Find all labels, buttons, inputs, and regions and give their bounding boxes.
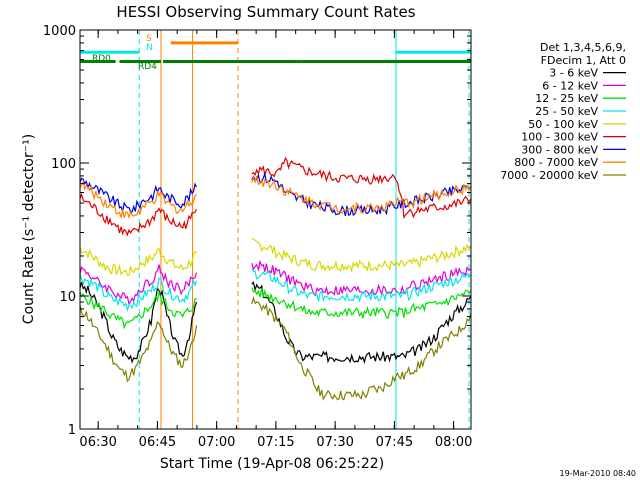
chart-title: HESSI Observing Summary Count Rates <box>116 3 415 21</box>
series-8-segment-2 <box>251 175 471 215</box>
flag-label-rd4: RD4 <box>138 62 157 72</box>
series-6-segment-2 <box>251 156 471 220</box>
series-4-segment-1 <box>80 274 198 312</box>
series-8-segment-1 <box>80 179 197 220</box>
y-axis-label: Count Rate (s⁻¹ detector⁻¹) <box>21 134 37 324</box>
series-3-segment-2 <box>251 287 471 320</box>
x-axis-label: Start Time (19-Apr-08 06:25:22) <box>160 456 384 472</box>
legend-label-1: 3 - 6 keV <box>549 67 598 80</box>
legend-label-4: 25 - 50 keV <box>535 105 598 118</box>
x-tick-label-1: 06:30 <box>79 435 116 450</box>
x-tick-label-4: 07:15 <box>257 435 294 450</box>
legend-header-1: Det 1,3,4,5,6,9, <box>540 41 626 54</box>
x-tick-label-7: 08:00 <box>435 435 472 450</box>
legend-label-6: 100 - 300 keV <box>521 131 598 144</box>
y-tick-label-1: 1 <box>68 423 76 438</box>
legend-header-2: FDecim 1, Att 0 <box>541 54 626 67</box>
flag-label-rd0: RD0 <box>92 54 111 64</box>
series-4-segment-2 <box>251 268 471 303</box>
footer-timestamp: 19-Mar-2010 08:40 <box>560 469 637 478</box>
series-8 <box>80 175 471 220</box>
series-2 <box>80 259 471 306</box>
legend-label-5: 50 - 100 keV <box>528 118 598 131</box>
x-tick-label-6: 07:45 <box>376 435 413 450</box>
series-3-segment-1 <box>80 290 197 330</box>
series-9-segment-2 <box>251 295 471 401</box>
x-tick-label-3: 07:00 <box>198 435 235 450</box>
series-5-segment-2 <box>251 237 471 273</box>
legend-label-7: 300 - 800 keV <box>521 143 598 156</box>
series-5-segment-1 <box>80 247 197 277</box>
series-lines <box>80 156 471 401</box>
series-1-segment-2 <box>251 281 471 365</box>
y-axis-ticks: 1 10 100 1000 <box>43 24 471 438</box>
series-7-segment-1 <box>80 177 198 214</box>
series-2-segment-1 <box>80 264 198 306</box>
flag-label-s: S <box>146 34 152 44</box>
series-6-segment-1 <box>80 192 198 237</box>
x-axis-ticks: 06:30 06:45 07:00 07:15 07:30 07:45 08:00 <box>79 30 472 450</box>
legend-label-3: 12 - 25 keV <box>535 92 598 105</box>
legend: Det 1,3,4,5,6,9,FDecim 1, Att 03 - 6 keV… <box>500 41 626 182</box>
x-tick-label-2: 06:45 <box>139 435 176 450</box>
legend-label-8: 800 - 7000 keV <box>514 156 598 169</box>
series-4 <box>80 268 471 312</box>
legend-label-2: 6 - 12 keV <box>542 79 598 92</box>
x-tick-label-5: 07:30 <box>316 435 353 450</box>
series-6 <box>80 156 471 237</box>
series-2-segment-2 <box>251 259 471 297</box>
flag-label-n: N <box>146 43 153 53</box>
legend-label-9: 7000 - 20000 keV <box>500 169 598 182</box>
series-9-segment-1 <box>80 304 198 383</box>
series-9 <box>80 295 471 401</box>
attenuator-flags <box>80 41 471 63</box>
y-tick-label-4: 1000 <box>43 24 76 39</box>
y-tick-label-2: 10 <box>59 290 76 305</box>
series-3 <box>80 287 471 330</box>
series-5 <box>80 237 471 277</box>
y-tick-label-3: 100 <box>51 157 76 172</box>
